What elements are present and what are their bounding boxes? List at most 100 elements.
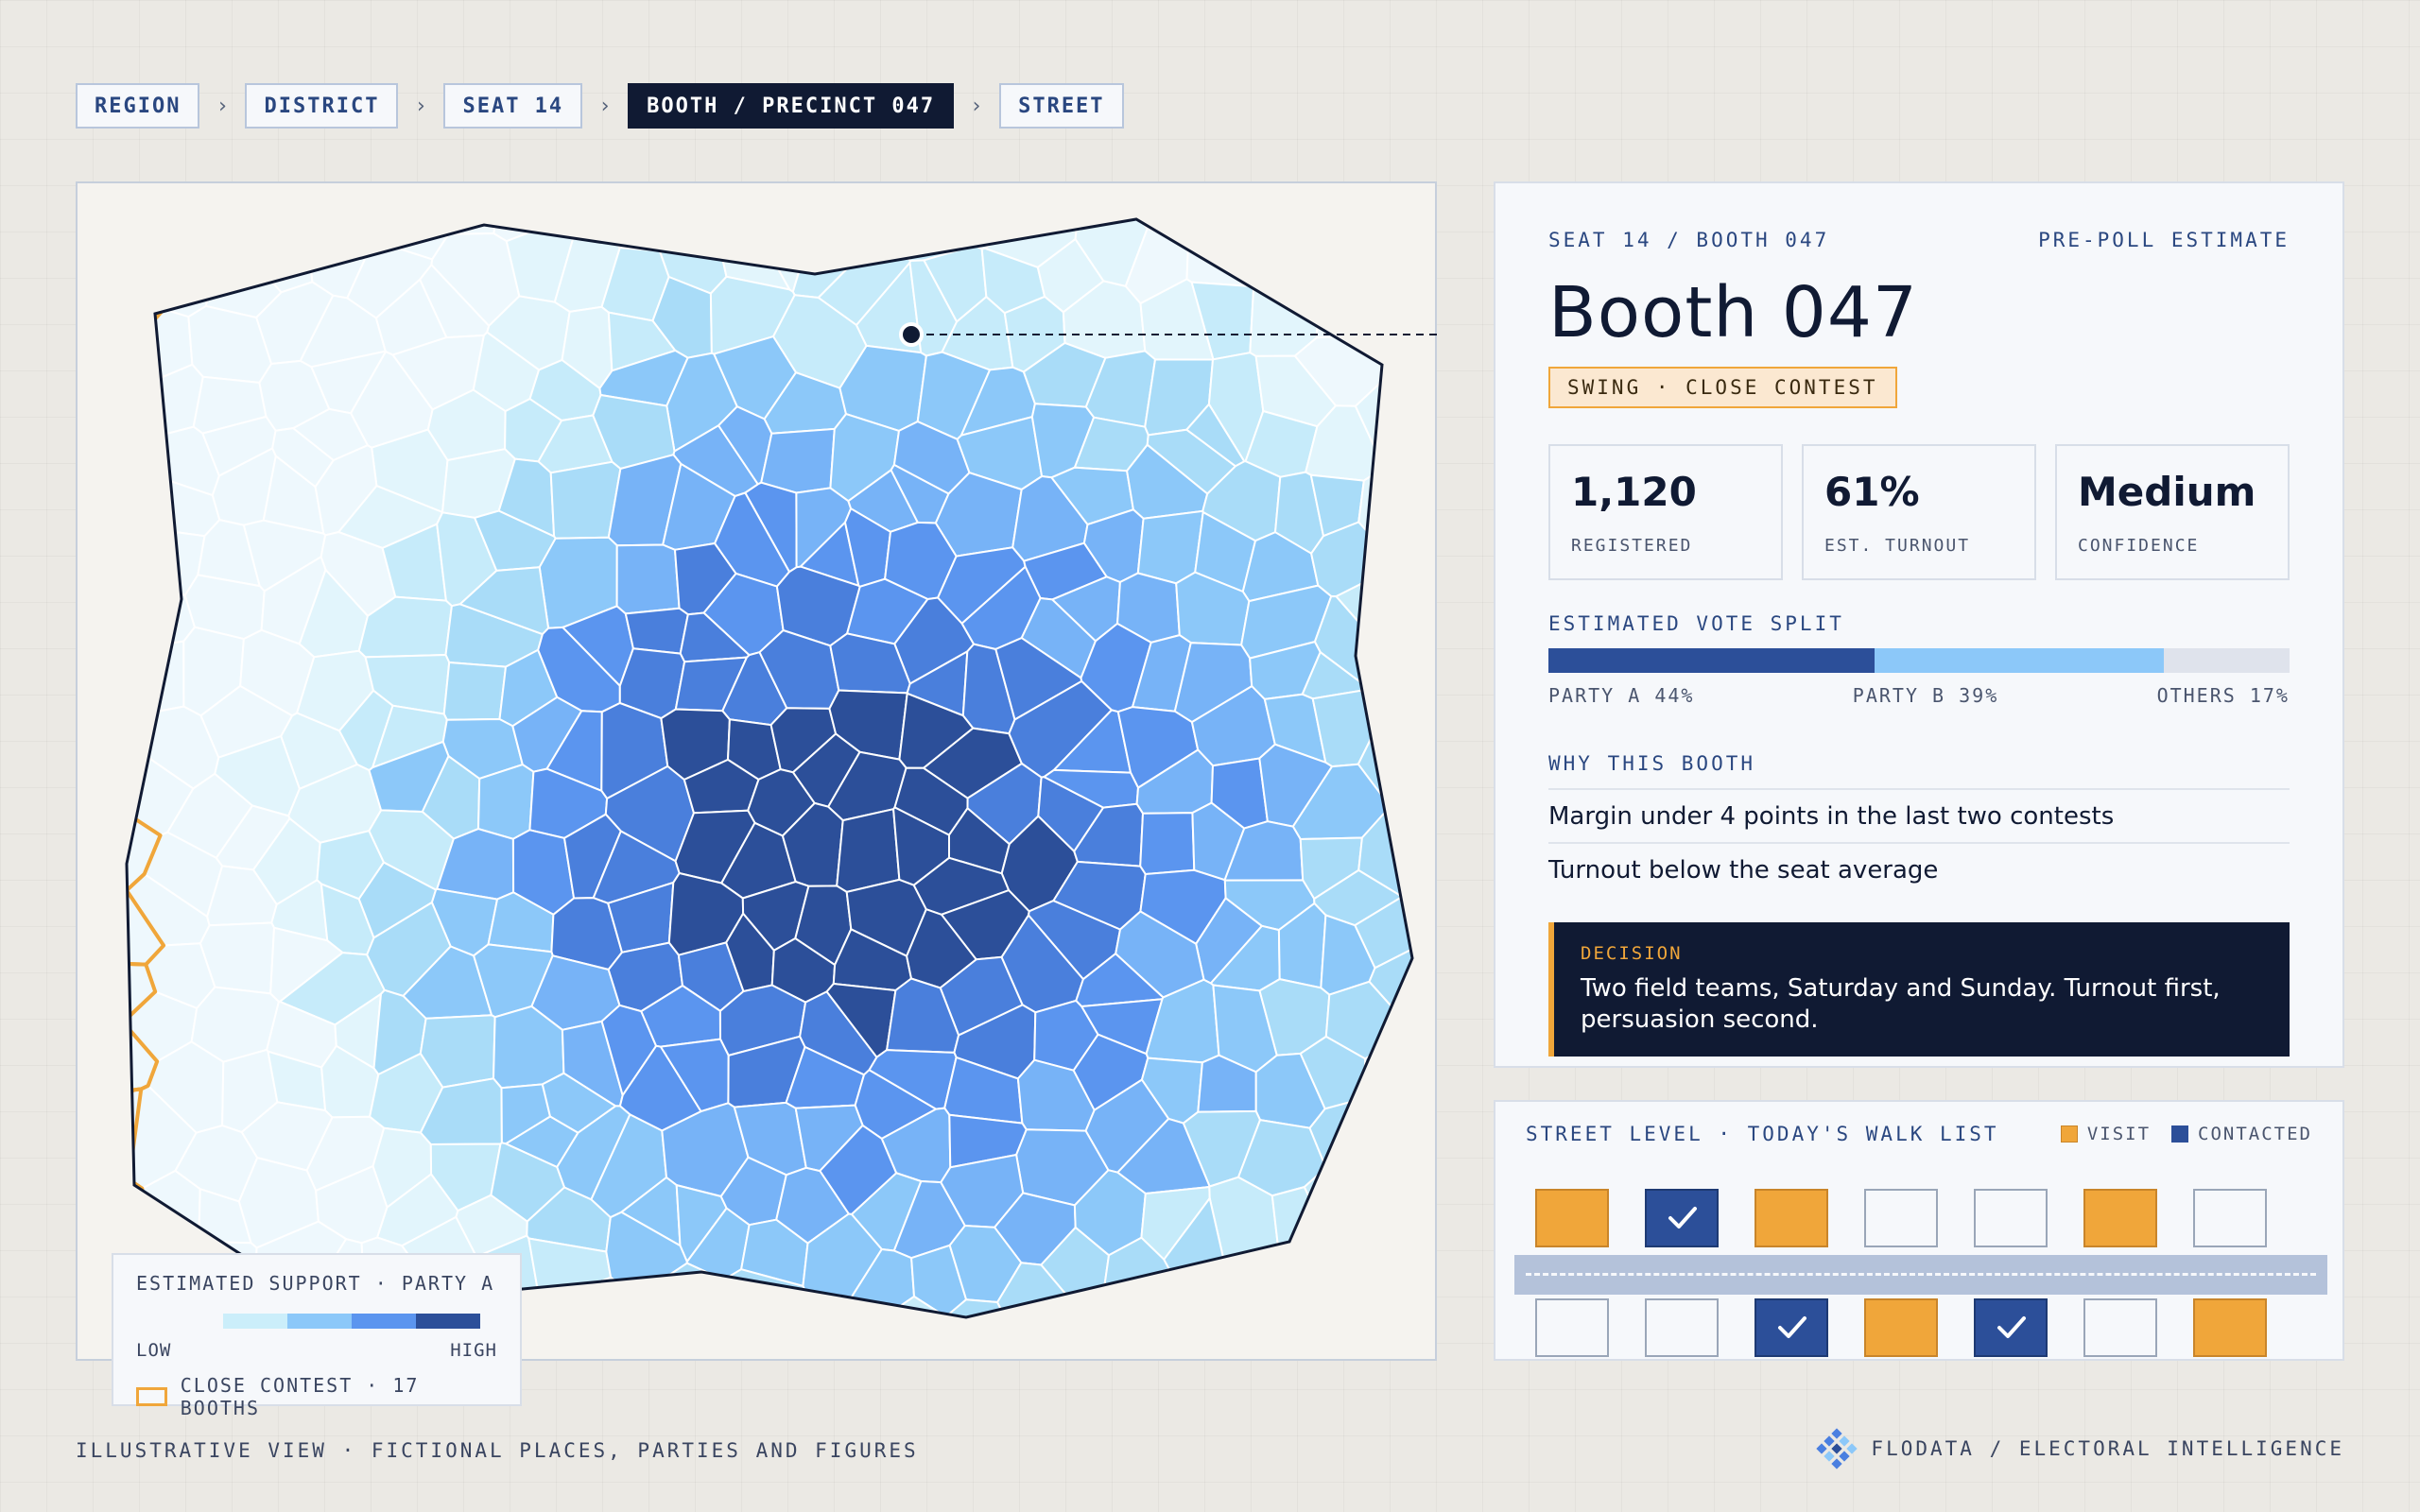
booth-cell[interactable] [97,525,171,597]
booth-cell[interactable] [1354,183,1439,273]
close-contest-outline[interactable] [97,525,171,598]
booth-cell[interactable] [1072,1285,1167,1363]
booth-cell[interactable] [368,183,450,261]
booth-cell[interactable] [235,183,314,249]
booth-cell[interactable] [476,764,535,840]
booth-cell[interactable] [760,427,836,494]
house-contacted[interactable] [1974,1298,2048,1357]
booth-cell[interactable] [1393,1127,1439,1250]
booth-cell[interactable] [1363,1045,1439,1128]
booth-cell[interactable] [458,566,550,636]
breadcrumb-seat[interactable]: SEAT 14 [443,83,583,129]
booth-cell[interactable] [1208,1301,1302,1363]
breadcrumb-street[interactable]: STREET [999,83,1124,129]
booth-cell[interactable] [1197,1279,1253,1363]
house-contacted[interactable] [1754,1298,1828,1357]
house-visit[interactable] [1535,1189,1609,1247]
booth-cell[interactable] [1385,343,1439,448]
close-contest-outline[interactable] [78,460,136,571]
booth-cell[interactable] [78,287,165,369]
booth-cell[interactable] [1293,1222,1375,1293]
booth-cell[interactable] [78,398,162,489]
booth-cell[interactable] [1336,1222,1439,1325]
booth-cell[interactable] [1364,1117,1439,1227]
booth-cell[interactable] [1293,1289,1385,1363]
booth-cell[interactable] [940,1298,1036,1363]
booth-cell[interactable] [1236,1244,1325,1316]
booth-cell[interactable] [78,461,135,571]
close-contest-outline[interactable] [78,616,130,712]
booth-cell[interactable] [78,347,131,456]
house-empty[interactable] [2193,1189,2267,1247]
booth-cell[interactable] [1311,260,1365,314]
close-contest-outline[interactable] [78,705,130,808]
booth-cell[interactable] [78,706,130,807]
booth-cell[interactable] [740,183,852,235]
booth-cell[interactable] [78,559,143,637]
selected-booth-marker[interactable] [899,322,924,347]
booth-cell[interactable] [1371,520,1439,627]
booth-cell[interactable] [845,183,938,245]
close-contest-outline[interactable] [78,286,166,369]
booth-cell[interactable] [1359,631,1439,730]
booth-cell[interactable] [297,183,397,232]
booth-choropleth-map[interactable] [78,183,1439,1363]
close-contest-outline[interactable] [78,959,158,1024]
booth-cell[interactable] [187,183,275,252]
close-contest-outline[interactable] [78,398,163,490]
booth-cell[interactable] [239,237,314,294]
booth-cell[interactable] [859,1314,944,1363]
close-contest-outline[interactable] [78,558,144,638]
booth-cell[interactable] [78,183,149,238]
booth-cell[interactable] [1177,183,1255,249]
booth-cell[interactable] [1366,269,1439,369]
booth-cell[interactable] [1252,243,1324,299]
house-empty[interactable] [1645,1298,1719,1357]
booth-cell[interactable] [1374,1271,1439,1363]
booth-cell[interactable] [1283,183,1359,266]
booth-cell[interactable] [624,607,689,655]
close-contest-outline[interactable] [78,1066,135,1162]
breadcrumb-region[interactable]: REGION [76,83,200,129]
booth-cell[interactable] [557,183,631,237]
breadcrumb-district[interactable]: DISTRICT [245,83,399,129]
booth-cell[interactable] [753,1292,863,1363]
house-empty[interactable] [1864,1189,1938,1247]
breadcrumb-booth[interactable]: BOOTH / PRECINCT 047 [628,83,955,129]
close-contest-outline[interactable] [78,799,163,910]
booth-cell[interactable] [78,616,129,711]
booth-cell[interactable] [120,183,199,240]
close-contest-outline[interactable] [78,1087,144,1182]
close-contest-outline[interactable] [86,719,147,814]
house-contacted[interactable] [1645,1189,1719,1247]
booth-cell[interactable] [1139,812,1196,876]
close-contest-outline[interactable] [78,346,132,456]
booth-cell[interactable] [78,233,151,297]
house-empty[interactable] [1535,1298,1609,1357]
booth-cell[interactable] [621,1280,720,1363]
booth-cell[interactable] [1343,235,1439,301]
house-visit[interactable] [1864,1298,1938,1357]
booth-cell[interactable] [648,183,748,231]
booth-cell[interactable] [1382,742,1439,840]
booth-cell[interactable] [291,407,370,462]
house-visit[interactable] [2083,1189,2157,1247]
house-empty[interactable] [2083,1298,2157,1357]
close-contest-outline[interactable] [78,232,152,298]
booth-cell[interactable] [1383,1002,1439,1074]
booth-cell[interactable] [607,183,684,252]
booth-cell[interactable] [544,1276,629,1363]
house-visit[interactable] [2193,1298,2267,1357]
booth-cell[interactable] [1230,183,1335,251]
booth-cell[interactable] [117,640,185,718]
booth-cell[interactable] [442,661,508,721]
booth-cell[interactable] [78,1066,135,1161]
booth-cell[interactable] [1185,240,1262,288]
close-contest-outline[interactable] [78,183,149,239]
booth-cell[interactable] [615,543,681,615]
house-visit[interactable] [1754,1189,1828,1247]
booth-cell[interactable] [836,807,901,893]
booth-cell[interactable] [86,719,146,813]
house-empty[interactable] [1974,1189,2048,1247]
booth-cell[interactable] [1159,1279,1208,1364]
